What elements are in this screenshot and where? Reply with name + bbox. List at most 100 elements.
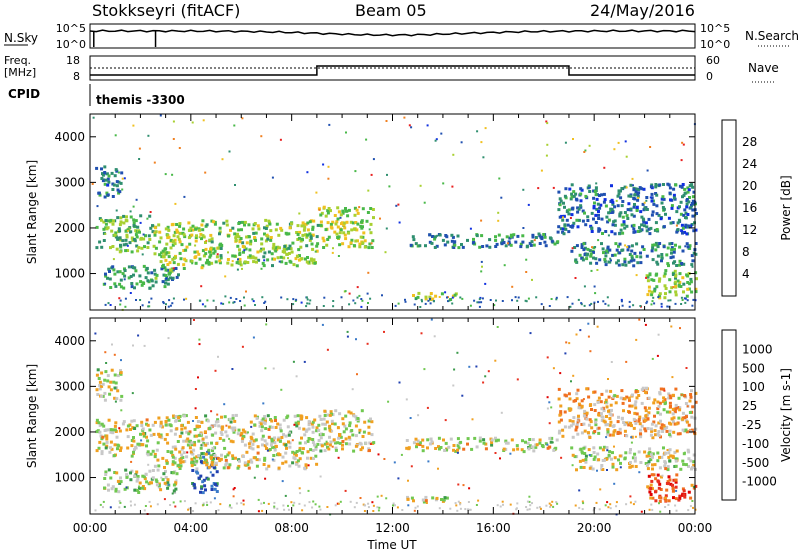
data-cell [147, 463, 150, 466]
data-cell [620, 248, 624, 252]
data-cell [645, 302, 648, 305]
data-cell [138, 442, 142, 446]
data-cell [369, 417, 372, 421]
data-cell [588, 418, 592, 422]
data-cell [654, 192, 658, 195]
x-tick-label: 20:00 [577, 521, 612, 535]
colorbar-tick-label: 500 [742, 361, 765, 375]
data-cell [311, 225, 315, 229]
data-cell [182, 233, 186, 237]
data-cell [626, 217, 630, 220]
data-cell [602, 419, 606, 423]
data-cell [247, 255, 251, 259]
data-cell [354, 170, 357, 173]
data-cell [116, 479, 120, 483]
data-cell [165, 277, 168, 280]
data-cell [249, 420, 253, 424]
colorbar-frame [721, 119, 737, 297]
data-cell [107, 219, 111, 223]
data-cell [171, 302, 174, 305]
data-cell [266, 233, 269, 236]
data-cell [593, 285, 596, 288]
data-cell [204, 488, 207, 492]
data-cell [158, 253, 162, 257]
data-cell [280, 436, 284, 439]
data-cell [679, 212, 683, 216]
data-cell [317, 428, 321, 432]
data-cell [669, 396, 673, 400]
data-cell [689, 395, 693, 399]
data-cell [304, 222, 308, 226]
data-cell [582, 466, 586, 469]
data-cell [672, 187, 676, 191]
data-cell [388, 185, 391, 188]
data-cell [663, 425, 666, 428]
data-cell [392, 504, 394, 507]
data-cell [306, 256, 309, 259]
data-cell [605, 401, 608, 404]
data-cell [195, 234, 198, 238]
data-cell [262, 255, 266, 259]
data-cell [311, 438, 315, 441]
data-cell [219, 431, 223, 435]
data-cell [427, 460, 430, 463]
data-cell [171, 276, 175, 280]
data-cell [527, 447, 531, 451]
data-cell [372, 504, 375, 507]
data-cell [601, 232, 604, 235]
data-cell [664, 451, 668, 455]
data-cell [249, 256, 253, 260]
data-cell [198, 257, 202, 261]
data-cell [330, 419, 334, 423]
data-cell [268, 425, 272, 429]
data-cell [231, 440, 235, 444]
data-cell [577, 402, 581, 406]
data-cell [129, 471, 132, 475]
data-cell [361, 241, 365, 245]
data-cell [137, 491, 141, 494]
data-cell [565, 210, 569, 214]
data-cell [670, 204, 674, 208]
data-cell [651, 210, 655, 214]
data-cell [361, 225, 364, 229]
data-cell [574, 428, 578, 432]
data-cell [689, 505, 692, 508]
data-cell [672, 193, 676, 197]
data-cell [601, 448, 605, 452]
data-cell [188, 441, 192, 445]
data-cell [459, 507, 462, 510]
data-cell [385, 497, 388, 500]
data-cell [652, 296, 655, 299]
data-cell [282, 256, 286, 260]
data-cell [606, 501, 609, 504]
data-cell [501, 238, 505, 242]
data-cell [610, 457, 613, 461]
data-cell [226, 466, 230, 470]
data-cell [565, 218, 569, 222]
data-cell [122, 286, 126, 290]
data-cell [243, 304, 246, 307]
data-cell [339, 213, 343, 217]
data-cell [159, 424, 163, 428]
data-cell [644, 221, 648, 225]
data-cell [450, 239, 454, 243]
data-cell [411, 235, 415, 239]
data-cell [137, 246, 141, 250]
data-cell [674, 485, 678, 489]
data-cell [672, 430, 676, 434]
data-cell [692, 453, 696, 457]
data-cell [298, 230, 302, 234]
data-cell [590, 211, 594, 215]
data-cell [694, 242, 698, 245]
data-cell [164, 476, 168, 479]
data-cell [675, 224, 678, 227]
data-cell [146, 279, 150, 283]
data-cell [207, 448, 211, 452]
data-cell [237, 222, 241, 225]
data-cell [366, 342, 369, 345]
data-cell [681, 417, 685, 421]
data-cell [459, 502, 462, 505]
data-cell [525, 258, 528, 261]
data-cell [496, 326, 499, 328]
data-cell [144, 276, 148, 280]
